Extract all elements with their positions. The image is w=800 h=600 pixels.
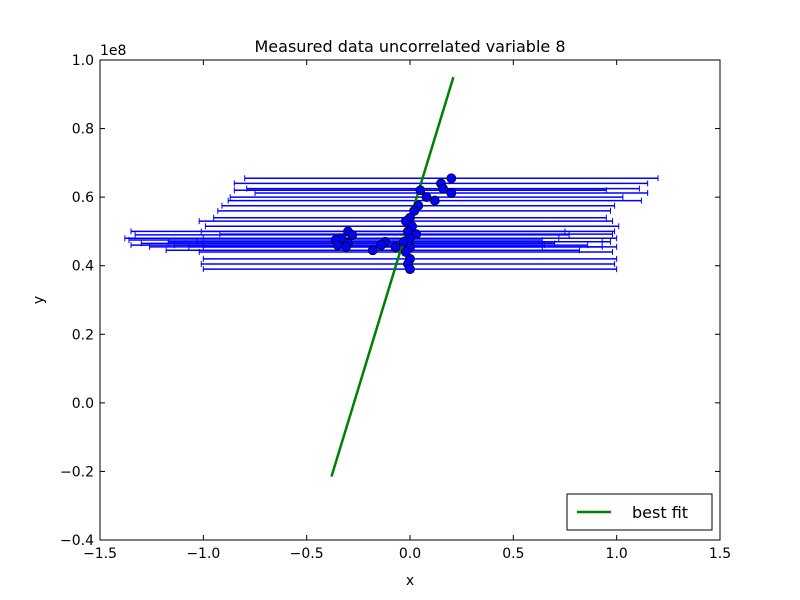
x-tick-label: 0.5 (502, 546, 524, 562)
chart-title: Measured data uncorrelated variable 8 (254, 37, 565, 56)
data-point (376, 240, 386, 251)
x-tick-label: −0.5 (290, 546, 324, 562)
y-tick-label: 0.0 (72, 396, 94, 412)
y-tick-label: −0.2 (60, 464, 94, 480)
data-point (332, 240, 343, 251)
data-point (421, 192, 432, 203)
data-point (367, 245, 378, 256)
x-tick-label: −1.0 (186, 546, 220, 562)
y-tick-label: −0.4 (60, 533, 94, 549)
data-point (429, 195, 440, 206)
data-point (341, 241, 351, 252)
y-tick-label: 0.6 (72, 190, 94, 206)
y-axis-label: y (31, 296, 47, 304)
x-tick-label: 1.5 (709, 546, 731, 562)
data-point (446, 173, 457, 184)
y-tick-label: 1.0 (72, 53, 94, 69)
best-fit-line (330, 76, 455, 477)
data-point (405, 264, 415, 275)
data-point (347, 229, 358, 240)
axis-ticks: −1.5 −1.0 −0.5 0.0 0.5 1.0 1.5 −0.4 −0.2 0.0 0.2 0.… (60, 53, 731, 562)
data-point (438, 183, 448, 194)
data-point (415, 185, 426, 196)
x-tick-label: −1.5 (83, 546, 117, 562)
data-point (446, 188, 457, 198)
y-tick-label: 0.2 (72, 327, 94, 343)
y-tick-label: 0.4 (72, 259, 94, 275)
plot-area (124, 76, 659, 477)
x-tick-label: 0.0 (399, 546, 421, 562)
data-point (390, 241, 401, 252)
x-tick-label: 1.0 (606, 546, 628, 562)
legend: best fit (566, 493, 713, 531)
legend-label-best-fit: best fit (632, 503, 688, 522)
y-offset-label: 1e8 (100, 43, 126, 59)
y-tick-label: 0.8 (72, 122, 94, 138)
x-axis-label: x (406, 573, 414, 589)
